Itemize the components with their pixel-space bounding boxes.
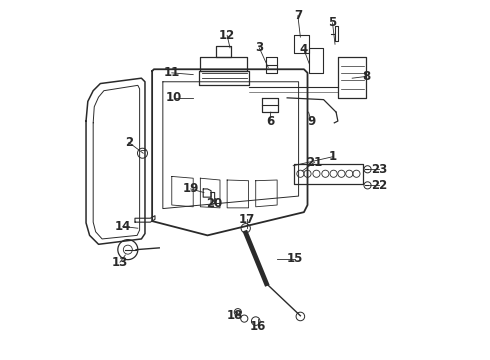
Text: 20: 20: [206, 197, 223, 210]
Text: 1: 1: [328, 150, 337, 163]
Text: 7: 7: [294, 9, 302, 22]
Text: 9: 9: [307, 114, 315, 127]
Text: 8: 8: [362, 70, 370, 83]
Text: 6: 6: [266, 114, 274, 127]
Text: 4: 4: [300, 43, 308, 56]
Text: 12: 12: [219, 29, 235, 42]
Text: 13: 13: [112, 256, 128, 269]
Text: 16: 16: [249, 320, 266, 333]
Text: 23: 23: [371, 163, 387, 176]
Text: 5: 5: [328, 16, 337, 29]
Text: 11: 11: [164, 66, 180, 79]
Text: 15: 15: [287, 252, 303, 265]
Text: 3: 3: [255, 41, 263, 54]
Text: 19: 19: [182, 183, 199, 195]
Text: 21: 21: [307, 156, 323, 168]
Text: 14: 14: [115, 220, 131, 233]
Text: 18: 18: [227, 309, 243, 322]
Text: 10: 10: [166, 91, 182, 104]
Text: 2: 2: [125, 136, 133, 149]
Text: 17: 17: [239, 213, 255, 226]
Text: 22: 22: [371, 179, 387, 192]
